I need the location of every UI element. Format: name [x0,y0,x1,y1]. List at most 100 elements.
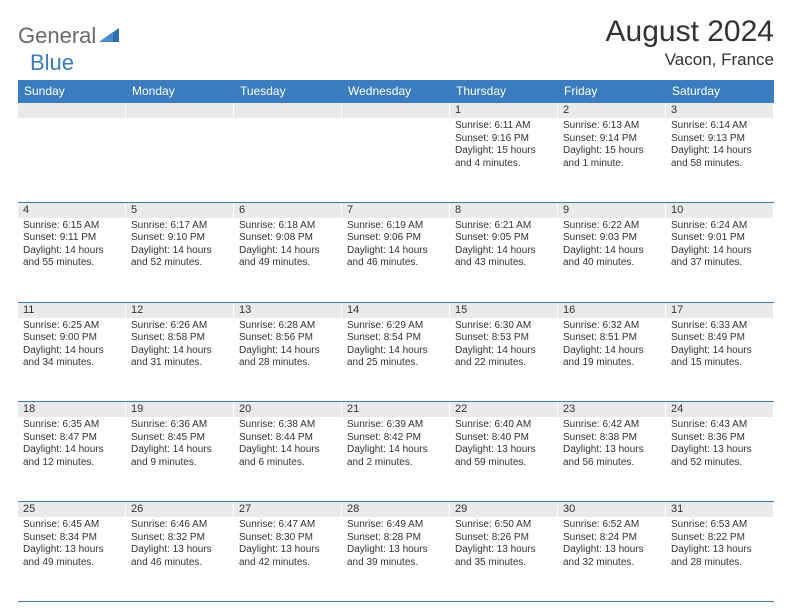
sunset-text: Sunset: 8:53 PM [455,332,552,345]
day-number: 10 [666,203,773,218]
day-header-row: Sunday Monday Tuesday Wednesday Thursday… [18,80,774,102]
sunrise-text: Sunrise: 6:38 AM [239,419,336,432]
daylight-text: Daylight: 14 hours and 15 minutes. [671,345,768,370]
day-number: 25 [18,502,125,517]
daylight-text: Daylight: 15 hours and 4 minutes. [455,145,552,170]
daylight-text: Daylight: 14 hours and 22 minutes. [455,345,552,370]
day-body: Sunrise: 6:21 AMSunset: 9:05 PMDaylight:… [450,218,557,272]
day-body: Sunrise: 6:29 AMSunset: 8:54 PMDaylight:… [342,318,449,372]
day-number: 3 [666,103,773,118]
day-number: 12 [126,303,233,318]
sunset-text: Sunset: 8:40 PM [455,432,552,445]
day-body: Sunrise: 6:53 AMSunset: 8:22 PMDaylight:… [666,517,773,571]
day-number: 31 [666,502,773,517]
day-number: 20 [234,402,341,417]
day-cell: 19Sunrise: 6:36 AMSunset: 8:45 PMDayligh… [126,402,234,501]
sunset-text: Sunset: 8:26 PM [455,532,552,545]
day-cell: 16Sunrise: 6:32 AMSunset: 8:51 PMDayligh… [558,303,666,402]
day-header-sat: Saturday [666,84,774,98]
day-body: Sunrise: 6:42 AMSunset: 8:38 PMDaylight:… [558,417,665,471]
daylight-text: Daylight: 14 hours and 28 minutes. [239,345,336,370]
daylight-text: Daylight: 14 hours and 25 minutes. [347,345,444,370]
day-number: 15 [450,303,557,318]
daylight-text: Daylight: 14 hours and 49 minutes. [239,245,336,270]
day-number: 7 [342,203,449,218]
day-cell: 1Sunrise: 6:11 AMSunset: 9:16 PMDaylight… [450,103,558,202]
day-header-tue: Tuesday [234,84,342,98]
day-number: 17 [666,303,773,318]
sunrise-text: Sunrise: 6:42 AM [563,419,660,432]
day-cell: 28Sunrise: 6:49 AMSunset: 8:28 PMDayligh… [342,502,450,601]
sunset-text: Sunset: 8:24 PM [563,532,660,545]
day-cell: 11Sunrise: 6:25 AMSunset: 9:00 PMDayligh… [18,303,126,402]
sunrise-text: Sunrise: 6:32 AM [563,320,660,333]
day-cell: 27Sunrise: 6:47 AMSunset: 8:30 PMDayligh… [234,502,342,601]
day-number: 2 [558,103,665,118]
day-body: Sunrise: 6:14 AMSunset: 9:13 PMDaylight:… [666,118,773,172]
day-body: Sunrise: 6:18 AMSunset: 9:08 PMDaylight:… [234,218,341,272]
daylight-text: Daylight: 14 hours and 34 minutes. [23,345,120,370]
sunset-text: Sunset: 9:08 PM [239,232,336,245]
day-number: 22 [450,402,557,417]
sunrise-text: Sunrise: 6:39 AM [347,419,444,432]
day-cell: 6Sunrise: 6:18 AMSunset: 9:08 PMDaylight… [234,203,342,302]
week-row: 11Sunrise: 6:25 AMSunset: 9:00 PMDayligh… [18,302,774,402]
sunset-text: Sunset: 9:01 PM [671,232,768,245]
logo-text-2: Blue [30,50,74,76]
day-body: Sunrise: 6:35 AMSunset: 8:47 PMDaylight:… [18,417,125,471]
sunrise-text: Sunrise: 6:35 AM [23,419,120,432]
day-cell: 14Sunrise: 6:29 AMSunset: 8:54 PMDayligh… [342,303,450,402]
day-body: Sunrise: 6:40 AMSunset: 8:40 PMDaylight:… [450,417,557,471]
sunset-text: Sunset: 8:54 PM [347,332,444,345]
sunset-text: Sunset: 8:51 PM [563,332,660,345]
day-number: 28 [342,502,449,517]
sunrise-text: Sunrise: 6:26 AM [131,320,228,333]
day-cell [126,103,234,202]
sunrise-text: Sunrise: 6:24 AM [671,220,768,233]
daylight-text: Daylight: 13 hours and 39 minutes. [347,544,444,569]
day-cell: 7Sunrise: 6:19 AMSunset: 9:06 PMDaylight… [342,203,450,302]
sunset-text: Sunset: 9:11 PM [23,232,120,245]
sunset-text: Sunset: 8:34 PM [23,532,120,545]
day-number: 4 [18,203,125,218]
day-number: 13 [234,303,341,318]
sunset-text: Sunset: 9:05 PM [455,232,552,245]
day-cell: 24Sunrise: 6:43 AMSunset: 8:36 PMDayligh… [666,402,774,501]
day-body: Sunrise: 6:28 AMSunset: 8:56 PMDaylight:… [234,318,341,372]
sunset-text: Sunset: 8:58 PM [131,332,228,345]
daylight-text: Daylight: 14 hours and 43 minutes. [455,245,552,270]
day-header-wed: Wednesday [342,84,450,98]
day-cell: 4Sunrise: 6:15 AMSunset: 9:11 PMDaylight… [18,203,126,302]
day-cell: 13Sunrise: 6:28 AMSunset: 8:56 PMDayligh… [234,303,342,402]
day-number [18,103,125,118]
sunrise-text: Sunrise: 6:40 AM [455,419,552,432]
sunrise-text: Sunrise: 6:25 AM [23,320,120,333]
sunrise-text: Sunrise: 6:47 AM [239,519,336,532]
day-cell: 10Sunrise: 6:24 AMSunset: 9:01 PMDayligh… [666,203,774,302]
daylight-text: Daylight: 13 hours and 35 minutes. [455,544,552,569]
day-number: 6 [234,203,341,218]
day-body: Sunrise: 6:38 AMSunset: 8:44 PMDaylight:… [234,417,341,471]
day-cell: 26Sunrise: 6:46 AMSunset: 8:32 PMDayligh… [126,502,234,601]
day-cell: 29Sunrise: 6:50 AMSunset: 8:26 PMDayligh… [450,502,558,601]
sunset-text: Sunset: 9:10 PM [131,232,228,245]
week-row: 18Sunrise: 6:35 AMSunset: 8:47 PMDayligh… [18,401,774,501]
sunrise-text: Sunrise: 6:18 AM [239,220,336,233]
week-row: 25Sunrise: 6:45 AMSunset: 8:34 PMDayligh… [18,501,774,602]
day-number: 14 [342,303,449,318]
day-body: Sunrise: 6:45 AMSunset: 8:34 PMDaylight:… [18,517,125,571]
sunrise-text: Sunrise: 6:49 AM [347,519,444,532]
day-number: 24 [666,402,773,417]
daylight-text: Daylight: 14 hours and 46 minutes. [347,245,444,270]
sunrise-text: Sunrise: 6:43 AM [671,419,768,432]
daylight-text: Daylight: 13 hours and 59 minutes. [455,444,552,469]
sunset-text: Sunset: 8:49 PM [671,332,768,345]
week-row: 4Sunrise: 6:15 AMSunset: 9:11 PMDaylight… [18,202,774,302]
sunset-text: Sunset: 8:42 PM [347,432,444,445]
day-body: Sunrise: 6:13 AMSunset: 9:14 PMDaylight:… [558,118,665,172]
sunset-text: Sunset: 9:13 PM [671,133,768,146]
sunset-text: Sunset: 8:36 PM [671,432,768,445]
daylight-text: Daylight: 14 hours and 9 minutes. [131,444,228,469]
day-body: Sunrise: 6:43 AMSunset: 8:36 PMDaylight:… [666,417,773,471]
sunrise-text: Sunrise: 6:19 AM [347,220,444,233]
